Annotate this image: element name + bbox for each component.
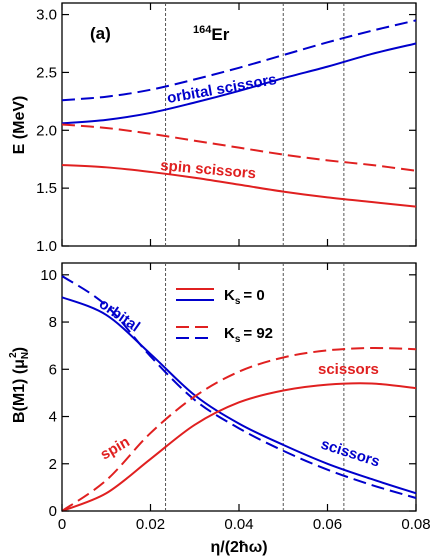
- bm1-y-ticks: 0 2 4 6 8 10: [40, 267, 416, 520]
- nucleus-element: Er: [211, 25, 229, 44]
- bm1-xtick-label-0: 0: [58, 516, 66, 533]
- bm1-x-ticks: 0 0.02 0.04 0.06 0.08: [58, 263, 431, 533]
- legend-label-ks0: Ks = 0: [224, 287, 265, 307]
- nucleus-label: 164Er: [193, 24, 230, 44]
- annotation-scissors-red: scissors: [318, 361, 379, 378]
- energy-ytick-label-2: 2.0: [36, 122, 57, 139]
- bm1-xtick-label-1: 0.02: [136, 516, 165, 533]
- nucleus-mass: 164: [193, 24, 212, 36]
- legend-label-ks92: Ks = 92: [224, 325, 273, 345]
- energy-ytick-label-4: 3.0: [36, 7, 57, 24]
- bm1-curve-blue-solid: [61, 296, 417, 495]
- legend-ks0-sub: s: [235, 296, 241, 307]
- energy-curve-blue-solid: [61, 42, 417, 125]
- legend-ks0-value: = 0: [243, 287, 264, 304]
- bm1-ytick-label-3: 6: [49, 361, 57, 378]
- bm1-ytick-label-2: 4: [49, 409, 57, 426]
- legend-ks0-k: K: [224, 287, 235, 304]
- energy-curves: [61, 19, 417, 208]
- bm1-ylabel-sup: 2: [8, 352, 19, 358]
- energy-y-axis-label: E (MeV): [11, 96, 28, 155]
- bm1-xtick-label-2: 0.04: [224, 516, 253, 533]
- bm1-curve-red-dashed: [61, 347, 417, 512]
- bm1-xtick-label-3: 0.06: [313, 516, 342, 533]
- energy-panel-frame: [61, 2, 417, 247]
- bm1-curve-blue-dashed: [61, 275, 417, 499]
- x-axis-label: η/(2ħω): [210, 539, 267, 556]
- annotation-spin-scissors: spin scissors: [160, 157, 257, 182]
- energy-y-ticks: 1.0 1.5 2.0 2.5 3.0: [36, 7, 416, 255]
- bm1-ytick-label-4: 8: [49, 314, 57, 331]
- bm1-ytick-label-1: 2: [49, 456, 57, 473]
- legend-ks92-k: K: [224, 325, 235, 342]
- bm1-y-axis-label: B(M1) (μN2): [8, 347, 31, 423]
- panel-label: (a): [90, 24, 111, 43]
- energy-vertical-lines: [165, 3, 345, 246]
- bm1-ylabel-sub: N: [20, 352, 31, 359]
- legend-ks92-value: = 92: [243, 325, 273, 342]
- energy-ytick-label-1: 1.5: [36, 180, 57, 197]
- legend-ks92-sub: s: [235, 334, 241, 345]
- bm1-ytick-label-0: 0: [49, 503, 57, 520]
- annotation-orbital-scissors: orbital scissors: [166, 71, 278, 107]
- bm1-ytick-label-5: 10: [40, 267, 57, 284]
- bm1-ylabel-main: B(M1) (μ: [11, 359, 28, 423]
- bm1-xtick-label-4: 0.08: [401, 516, 430, 533]
- energy-panel: 1.0 1.5 2.0 2.5 3.0 (a) 164Er orbital scisso…: [11, 2, 417, 255]
- energy-curve-red-dashed: [61, 123, 417, 172]
- legend: Ks = 0 Ks = 92: [176, 287, 273, 345]
- energy-curve-blue-dashed: [61, 19, 417, 102]
- bm1-curve-red-solid: [61, 382, 417, 512]
- bm1-curves: [61, 275, 417, 512]
- annotation-scissors-blue: scissors: [319, 436, 382, 471]
- energy-ytick-label-3: 2.5: [36, 64, 57, 81]
- annotation-orbital: orbital: [96, 295, 143, 335]
- energy-x-ticks: [61, 3, 417, 246]
- energy-curve-red-solid: [61, 164, 417, 208]
- energy-ytick-label-0: 1.0: [36, 238, 57, 255]
- bm1-ylabel-end: ): [11, 347, 28, 352]
